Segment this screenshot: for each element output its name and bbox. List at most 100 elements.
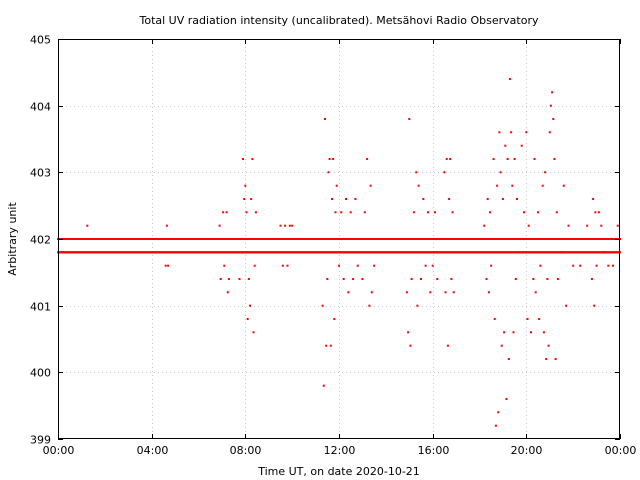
data-point xyxy=(565,304,568,307)
data-point xyxy=(510,131,513,134)
data-point xyxy=(497,411,500,414)
data-point xyxy=(345,198,347,200)
x-axis-label: Time UT, on date 2020-10-21 xyxy=(257,465,420,478)
axis-ticks xyxy=(58,39,621,440)
x-tick-label: 16:00 xyxy=(418,444,450,457)
data-point xyxy=(420,278,422,280)
data-point xyxy=(410,278,413,280)
data-point xyxy=(373,264,376,267)
data-point xyxy=(592,198,595,200)
data-point xyxy=(286,264,289,267)
data-point xyxy=(225,211,228,214)
data-point xyxy=(342,278,345,280)
data-point xyxy=(493,318,496,320)
data-point xyxy=(335,184,338,187)
data-point xyxy=(594,211,597,214)
x-tick-label: 04:00 xyxy=(137,444,169,457)
data-point xyxy=(506,158,509,160)
data-point xyxy=(331,198,333,200)
data-point xyxy=(549,104,552,107)
data-point xyxy=(405,291,408,294)
data-point xyxy=(595,264,598,267)
data-point xyxy=(451,211,454,214)
data-point xyxy=(436,278,439,280)
data-point xyxy=(572,264,575,267)
data-point xyxy=(554,358,557,360)
data-point xyxy=(545,358,548,360)
data-point xyxy=(352,278,355,280)
data-point xyxy=(579,264,582,267)
data-point xyxy=(369,184,372,187)
data-point xyxy=(349,211,352,214)
data-point xyxy=(412,211,415,214)
data-point xyxy=(288,224,291,227)
data-point xyxy=(86,224,89,227)
data-point xyxy=(370,291,373,294)
data-point xyxy=(586,224,589,227)
data-point xyxy=(409,344,412,347)
data-point xyxy=(254,211,257,214)
data-point xyxy=(486,198,489,200)
x-tick-label: 00:00 xyxy=(43,444,75,457)
data-point xyxy=(548,131,551,134)
data-point xyxy=(347,291,350,294)
y-axis-label: Arbitrary unit xyxy=(6,202,19,276)
data-point xyxy=(512,331,515,334)
chart-title: Total UV radiation intensity (uncalibrat… xyxy=(139,14,539,27)
data-point xyxy=(321,304,324,307)
x-tick-label: 08:00 xyxy=(230,444,262,457)
data-point xyxy=(427,211,429,214)
data-point xyxy=(368,304,371,307)
data-point xyxy=(226,291,229,294)
data-point xyxy=(612,264,614,267)
data-point xyxy=(249,304,251,307)
data-point xyxy=(527,224,530,227)
data-point xyxy=(429,291,432,294)
data-point xyxy=(616,224,619,227)
data-point xyxy=(325,344,328,347)
data-points xyxy=(57,78,621,427)
data-point xyxy=(590,278,593,280)
data-point xyxy=(422,198,425,200)
data-point xyxy=(444,291,447,294)
data-point xyxy=(448,198,451,200)
data-point xyxy=(408,118,411,120)
data-point xyxy=(328,158,331,160)
data-point xyxy=(446,344,449,347)
data-point xyxy=(243,198,246,200)
data-point xyxy=(327,171,330,174)
y-tick-label: 403 xyxy=(30,167,51,180)
data-point xyxy=(250,198,253,200)
data-point xyxy=(505,398,508,400)
data-point xyxy=(227,278,230,280)
data-point xyxy=(284,224,287,227)
data-point xyxy=(279,224,282,227)
data-point xyxy=(518,251,521,254)
data-point xyxy=(449,158,452,160)
data-point xyxy=(532,278,535,280)
data-point xyxy=(450,278,453,280)
data-point xyxy=(560,251,563,254)
data-point xyxy=(525,131,528,134)
data-point xyxy=(541,184,544,187)
data-point xyxy=(483,224,486,227)
data-point xyxy=(539,264,542,267)
data-point xyxy=(514,278,517,280)
x-tick-label: 20:00 xyxy=(511,444,543,457)
tick-labels: 00:00 04:00 08:00 12:00 16:00 20:00 00:0039940… xyxy=(30,34,636,458)
data-point xyxy=(551,91,554,94)
data-point xyxy=(354,198,357,200)
data-point xyxy=(567,224,570,227)
data-point xyxy=(516,198,518,200)
data-point xyxy=(487,291,490,294)
data-point xyxy=(503,331,506,334)
data-point xyxy=(218,224,221,227)
data-point xyxy=(333,318,336,320)
y-tick-label: 399 xyxy=(30,434,51,447)
data-point xyxy=(366,158,369,160)
data-point xyxy=(238,278,241,280)
data-point xyxy=(361,278,364,280)
data-point xyxy=(242,158,244,160)
data-point xyxy=(520,144,523,147)
